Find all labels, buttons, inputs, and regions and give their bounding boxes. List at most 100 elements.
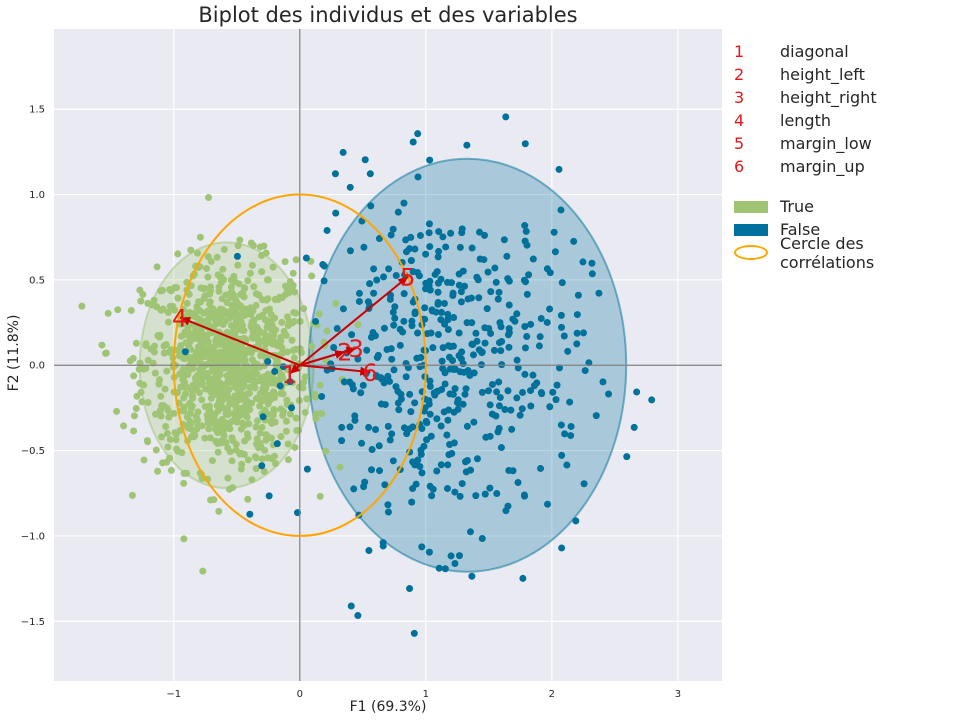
point-false (381, 481, 389, 489)
point-false (181, 348, 189, 356)
point-false (630, 423, 638, 431)
point-true (215, 507, 223, 515)
point-false (418, 469, 426, 477)
point-false (557, 323, 565, 331)
point-true (177, 332, 185, 340)
point-true (176, 352, 184, 360)
point-false (408, 317, 416, 325)
point-false (426, 382, 434, 390)
point-false (396, 325, 404, 333)
point-true (278, 371, 286, 379)
point-false (433, 388, 441, 396)
point-false (418, 543, 426, 551)
point-true (262, 296, 270, 304)
point-true (263, 432, 271, 440)
arrow-label: 4 (172, 304, 187, 332)
point-false (504, 387, 512, 395)
point-false (442, 243, 450, 251)
legend-swatch (734, 223, 768, 236)
point-false (466, 371, 474, 379)
point-true (265, 411, 273, 419)
point-false (481, 324, 489, 332)
point-false (425, 220, 433, 228)
point-false (367, 202, 375, 210)
point-false (265, 492, 273, 500)
point-true (163, 429, 171, 437)
y-tick-label: −1.5 (21, 617, 45, 628)
point-false (361, 478, 369, 486)
variable-number: 5 (734, 134, 745, 153)
point-false (376, 467, 384, 475)
point-false (484, 268, 492, 276)
point-true (233, 309, 241, 317)
point-true (248, 318, 256, 326)
point-false (521, 222, 529, 230)
point-true (237, 302, 245, 310)
variable-entry-height_left: 2 height_left (734, 63, 956, 86)
point-false (365, 547, 373, 555)
point-true (211, 411, 219, 419)
point-false (468, 244, 476, 252)
point-false (441, 320, 449, 328)
point-true (216, 348, 224, 356)
point-false (351, 416, 359, 424)
point-false (392, 383, 400, 391)
point-true (180, 394, 188, 402)
point-true (258, 423, 266, 431)
point-true (167, 466, 175, 474)
point-false (605, 390, 613, 398)
point-true (323, 327, 331, 335)
point-true (214, 439, 222, 447)
point-true (229, 484, 237, 492)
point-false (426, 410, 434, 418)
point-true (113, 407, 121, 415)
point-true (229, 350, 237, 358)
legend: 1 diagonal 2 height_left 3 height_right 4 lengt… (734, 40, 956, 272)
point-false (409, 138, 417, 146)
point-false (258, 462, 266, 470)
point-true (196, 233, 204, 241)
point-true (303, 395, 311, 403)
point-false (390, 366, 398, 374)
point-true (171, 306, 179, 314)
point-false (460, 368, 468, 376)
point-false (388, 355, 396, 363)
point-true (204, 273, 212, 281)
point-false (509, 467, 517, 475)
point-false (363, 346, 371, 354)
point-true (138, 398, 146, 406)
point-true (248, 356, 256, 364)
point-true (261, 406, 269, 414)
point-true (157, 287, 165, 295)
point-true (102, 349, 110, 357)
point-false (319, 261, 327, 269)
point-true (204, 307, 212, 315)
point-true (217, 279, 225, 287)
point-false (495, 424, 503, 432)
point-false (427, 329, 435, 337)
point-false (595, 289, 603, 297)
point-true (253, 435, 261, 443)
point-false (402, 248, 410, 256)
point-true (244, 277, 252, 285)
point-false (514, 364, 522, 372)
point-false (498, 361, 506, 369)
arrow-head (289, 363, 301, 374)
point-true (231, 383, 239, 391)
point-false (416, 232, 424, 240)
point-false (487, 288, 495, 296)
point-true (248, 261, 256, 269)
point-true (232, 322, 240, 330)
point-false (416, 463, 424, 471)
point-false (455, 552, 463, 560)
x-axis-label: F1 (69.3%) (349, 699, 427, 715)
point-true (164, 318, 172, 326)
point-true (268, 455, 276, 463)
point-false (318, 393, 326, 401)
point-false (443, 278, 451, 286)
point-true (270, 337, 278, 345)
point-false (557, 206, 565, 214)
point-false (543, 318, 551, 326)
point-false (486, 484, 494, 492)
point-false (497, 444, 505, 452)
